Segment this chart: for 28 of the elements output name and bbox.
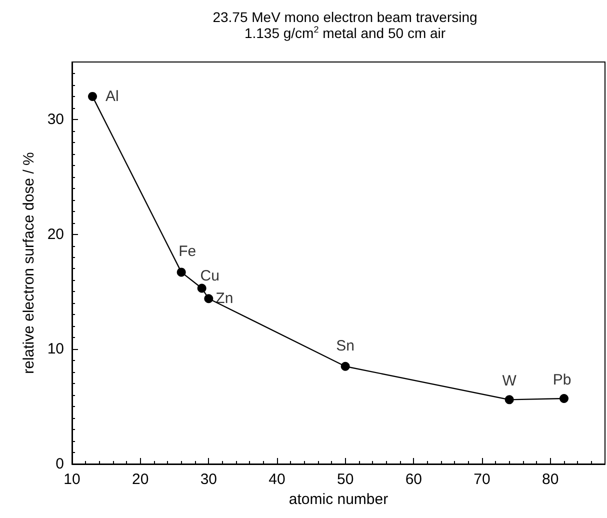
annotation: W xyxy=(502,372,518,390)
point xyxy=(176,268,186,277)
annotation: Pb xyxy=(552,372,572,389)
y-tick-label: 0 xyxy=(56,456,64,472)
point xyxy=(204,294,214,304)
annotation: Zn xyxy=(216,290,234,308)
annotation: Fe xyxy=(178,243,196,260)
x-tick-label: 20 xyxy=(132,471,149,488)
x-tick-label: 30 xyxy=(200,471,218,488)
point xyxy=(197,284,206,293)
y-tick-label: 30 xyxy=(47,110,64,128)
y-tick-label: 20 xyxy=(47,226,64,243)
annotation: Cu xyxy=(200,267,220,284)
x-tick-label: 70 xyxy=(474,471,490,488)
x-tick-label: 10 xyxy=(64,471,80,488)
y-tick-label: 10 xyxy=(47,340,64,358)
point xyxy=(88,92,97,101)
y-axis-title: relative electron surface dose / % xyxy=(20,152,38,374)
point xyxy=(340,362,350,371)
point xyxy=(504,395,514,404)
x-tick-label: 80 xyxy=(542,471,559,488)
x-tick-label: 50 xyxy=(336,471,354,488)
x-tick-label: 60 xyxy=(405,471,422,488)
point xyxy=(560,394,568,404)
x-tick-label: 40 xyxy=(268,471,286,488)
x-axis-title: atomic number xyxy=(288,490,388,508)
annotation: Al xyxy=(106,88,119,105)
annotation: Sn xyxy=(336,337,355,354)
